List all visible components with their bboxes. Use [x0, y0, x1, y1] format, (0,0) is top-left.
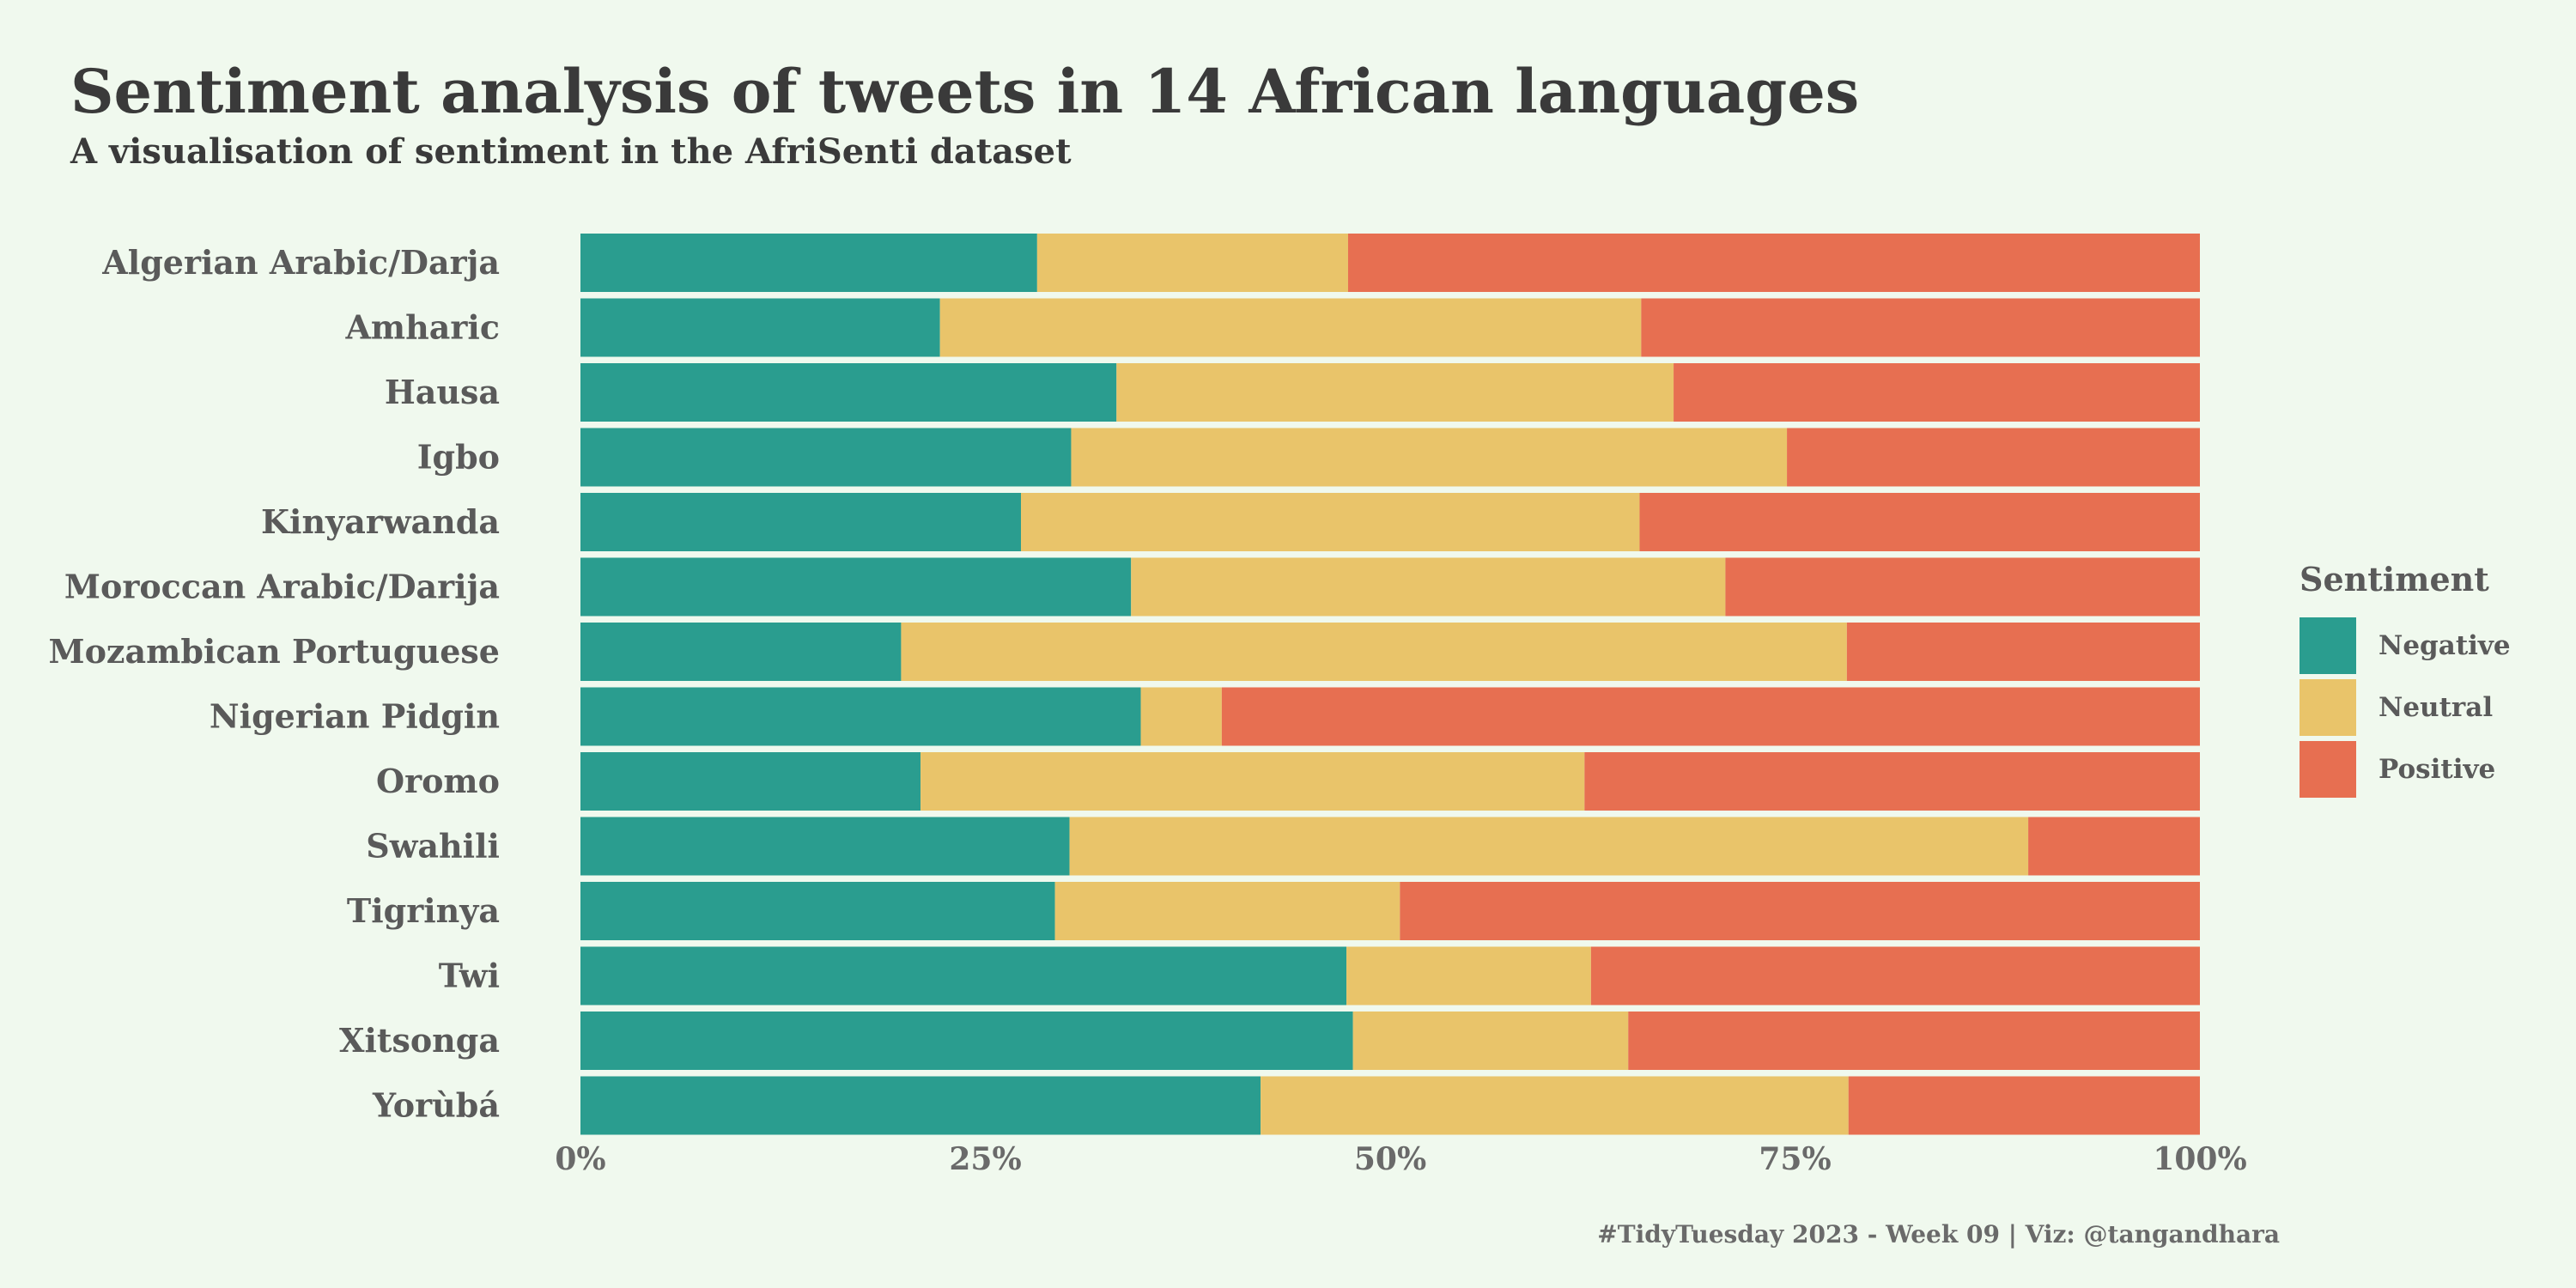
legend-label-negative: Negative [2379, 630, 2511, 661]
bar-mozambican-portuguese-positive [1846, 623, 2200, 681]
bar-twi-negative [580, 946, 1347, 1005]
bar-oromo-positive [1584, 752, 2200, 811]
bar-kinyarwanda-negative [580, 493, 1021, 551]
bar-hausa-neutral [1116, 363, 1674, 422]
legend-title: Sentiment [2300, 560, 2489, 598]
bar-nigerian-pidgin-positive [1221, 687, 2200, 746]
bar-amharic-negative [580, 298, 940, 357]
bar-tigrinya-neutral [1054, 882, 1400, 940]
bar-yoruba-negative [580, 1076, 1261, 1135]
bar-yoruba-neutral [1261, 1076, 1849, 1135]
legend: Sentiment Negative Neutral Positive [2300, 556, 2511, 800]
bar-kinyarwanda-neutral [1020, 493, 1640, 551]
bar-xitsonga-positive [1628, 1012, 2200, 1070]
bar-swahili-neutral [1069, 817, 2029, 876]
chart-title: Sentiment analysis of tweets in 14 Afric… [70, 56, 1860, 127]
category-label-oromo: Oromo [376, 762, 500, 800]
category-label-nigerian-pidgin: Nigerian Pidgin [210, 697, 500, 736]
bar-mozambican-portuguese-neutral [901, 623, 1847, 681]
x-tick-label-100: 100% [2153, 1141, 2246, 1177]
bar-xitsonga-negative [580, 1012, 1353, 1070]
category-label-hausa: Hausa [385, 373, 500, 411]
bar-igbo-negative [580, 428, 1072, 487]
bar-nigerian-pidgin-neutral [1140, 687, 1222, 746]
x-tick-label-75: 75% [1759, 1141, 1831, 1177]
bar-tigrinya-positive [1400, 882, 2200, 940]
category-label-kinyarwanda: Kinyarwanda [261, 502, 500, 541]
bar-mozambican-portuguese-negative [580, 623, 902, 681]
bar-algerian-arabic-darja-neutral [1036, 234, 1348, 292]
legend-item-neutral: Neutral [2300, 677, 2511, 738]
bar-swahili-negative [580, 817, 1070, 876]
bar-nigerian-pidgin-negative [580, 687, 1141, 746]
bar-yoruba-positive [1848, 1076, 2200, 1135]
category-label-algerian-arabic-darja: Algerian Arabic/Darja [101, 243, 500, 282]
category-label-twi: Twi [439, 957, 500, 995]
bar-igbo-neutral [1071, 428, 1788, 487]
category-label-igbo: Igbo [417, 438, 500, 477]
bar-swahili-positive [2028, 817, 2200, 876]
x-tick-label-25: 25% [949, 1141, 1021, 1177]
category-label-amharic: Amharic [344, 308, 500, 347]
bar-amharic-neutral [939, 298, 1642, 357]
category-label-mozambican-portuguese: Mozambican Portuguese [49, 632, 501, 671]
bar-igbo-positive [1787, 428, 2200, 487]
bar-algerian-arabic-darja-negative [580, 234, 1037, 292]
chart-caption: #TidyTuesday 2023 - Week 09 | Viz: @tang… [1597, 1220, 2280, 1249]
bar-kinyarwanda-positive [1639, 493, 2200, 551]
legend-swatch-negative [2300, 617, 2356, 674]
bar-twi-neutral [1346, 946, 1591, 1005]
bar-algerian-arabic-darja-positive [1347, 234, 2200, 292]
bar-oromo-negative [580, 752, 921, 811]
legend-label-positive: Positive [2379, 754, 2496, 785]
legend-item-negative: Negative [2300, 615, 2511, 677]
bar-moroccan-arabic-darija-negative [580, 557, 1132, 617]
legend-item-positive: Positive [2300, 738, 2511, 800]
bar-tigrinya-negative [580, 882, 1055, 940]
bar-twi-positive [1590, 946, 2200, 1005]
bar-amharic-positive [1641, 298, 2200, 357]
bar-hausa-positive [1674, 363, 2200, 422]
category-label-yoruba: Yorùbá [372, 1086, 500, 1125]
x-tick-label-0: 0% [555, 1141, 605, 1177]
legend-swatch-neutral [2300, 679, 2356, 736]
chart-subtitle: A visualisation of sentiment in the Afri… [70, 131, 1072, 172]
bar-hausa-negative [580, 363, 1117, 422]
x-tick-label-50: 50% [1354, 1141, 1426, 1177]
category-label-xitsonga: Xitsonga [339, 1021, 500, 1060]
legend-label-neutral: Neutral [2379, 692, 2494, 723]
bar-xitsonga-neutral [1352, 1012, 1629, 1070]
category-label-tigrinya: Tigrinya [347, 891, 500, 930]
category-label-swahili: Swahili [366, 827, 500, 866]
bar-oromo-neutral [920, 752, 1585, 811]
bar-moroccan-arabic-darija-positive [1725, 557, 2200, 617]
bar-moroccan-arabic-darija-neutral [1131, 557, 1726, 617]
category-label-moroccan-arabic-darija: Moroccan Arabic/Darija [64, 568, 500, 606]
legend-swatch-positive [2300, 741, 2356, 798]
